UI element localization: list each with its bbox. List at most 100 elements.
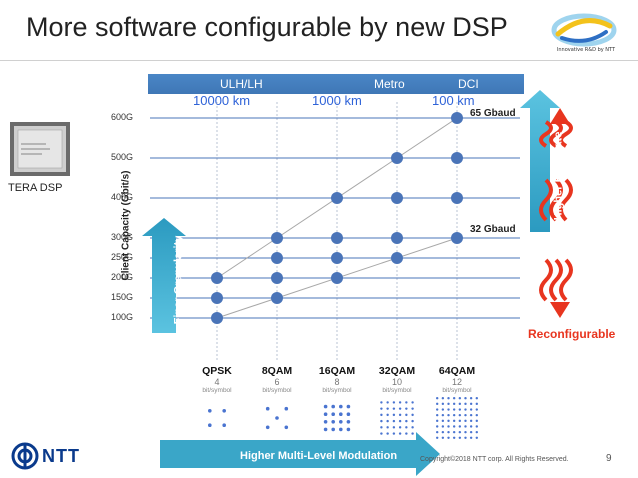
bits-per-symbol-unit: bit/symbol	[262, 387, 292, 394]
data-point	[331, 192, 343, 204]
constellation-point	[469, 425, 473, 428]
constellation-point	[458, 413, 462, 417]
constellation-point	[405, 419, 408, 423]
band-ulh: ULH/LH	[220, 77, 263, 91]
constellation-point	[469, 430, 473, 434]
constellation-point	[475, 430, 478, 434]
constellation-point	[411, 407, 414, 410]
annotation-65-gbaud: 65 Gbaud	[470, 108, 516, 119]
constellation-point	[436, 408, 439, 411]
data-point	[271, 272, 283, 284]
constellation-point	[469, 408, 473, 411]
data-point	[451, 152, 463, 164]
constellation-64qam	[436, 397, 478, 439]
constellation-point	[386, 407, 389, 410]
annotation-32-gbaud: 32 Gbaud	[470, 224, 516, 235]
y-tick-label: 400G	[110, 192, 134, 202]
finer-granularity-label: Finer Granularity	[172, 235, 185, 325]
ntt-brand-text: NTT	[42, 446, 80, 466]
distance-dci: 100 km	[432, 93, 475, 108]
page-number: 9	[606, 453, 612, 464]
data-point	[271, 252, 283, 264]
constellation-point	[441, 436, 445, 439]
constellation-point	[392, 432, 396, 435]
constellation-point	[398, 407, 402, 410]
bits-per-symbol-unit: bit/symbol	[442, 387, 472, 394]
constellation-point	[441, 397, 445, 400]
constellation-point	[323, 404, 328, 409]
y-tick-label: 150G	[110, 292, 134, 302]
bits-per-symbol-value: 8	[334, 377, 340, 387]
constellation-point	[447, 408, 450, 411]
constellation-point	[331, 427, 336, 432]
constellation-point	[411, 426, 414, 429]
constellation-point	[458, 425, 462, 428]
logo-text: Innovative R&D by NTT	[556, 47, 616, 53]
constellation-point	[441, 402, 445, 406]
data-point	[271, 232, 283, 244]
constellation-point	[265, 425, 270, 430]
distance-ulh: 10000 km	[193, 93, 251, 108]
constellation-point	[452, 419, 456, 423]
data-point	[391, 192, 403, 204]
constellation-point	[447, 436, 450, 439]
constellation-point	[436, 413, 439, 417]
trend-line	[216, 237, 458, 319]
x-tick-label: 64QAM	[438, 365, 476, 377]
constellation-point	[458, 402, 462, 406]
constellation-point	[469, 413, 473, 417]
bits-per-symbol-unit: bit/symbol	[322, 387, 352, 394]
constellation-point	[380, 426, 383, 429]
constellation-point	[452, 408, 456, 411]
constellation-point	[380, 432, 383, 435]
constellation-point	[436, 419, 439, 423]
constellation-point	[436, 436, 439, 439]
constellation-point	[405, 413, 408, 417]
constellation-point	[475, 425, 478, 428]
constellation-point	[323, 420, 328, 424]
constellation-point	[464, 425, 467, 428]
chip-label: TERA DSP	[8, 182, 63, 194]
constellation-point	[475, 408, 478, 411]
constellation-point	[386, 419, 389, 423]
copyright-footer: Copyright©2018 NTT corp. All Rights Rese…	[420, 456, 569, 463]
constellation-point	[441, 419, 445, 423]
constellation-16qam	[323, 404, 351, 432]
y-tick-label: 500G	[110, 152, 134, 162]
constellation-point	[339, 404, 343, 409]
bits-per-symbol-value: 10	[391, 377, 402, 387]
constellation-point	[386, 432, 389, 435]
constellation-point	[447, 419, 450, 423]
y-tick-label: 300G	[110, 232, 134, 242]
y-tick-label: 250G	[110, 252, 134, 262]
ntt-logo-icon	[11, 442, 39, 470]
y-tick-label: 100G	[110, 312, 134, 322]
x-tick-label: 8QAM	[261, 365, 293, 377]
constellation-point	[436, 425, 439, 428]
constellation-point	[469, 419, 473, 423]
data-point	[331, 272, 343, 284]
constellation-8qam	[265, 406, 289, 430]
innovative-logo-icon	[551, 13, 617, 47]
constellation-point	[458, 419, 462, 423]
constellation-point	[436, 402, 439, 406]
constellation-32qam	[380, 401, 414, 435]
constellation-point	[441, 413, 445, 417]
constellation-point	[405, 407, 408, 410]
constellation-point	[436, 397, 439, 400]
constellation-point	[464, 402, 467, 406]
constellation-point	[386, 401, 389, 404]
data-point	[451, 232, 463, 244]
constellation-point	[346, 412, 351, 417]
data-point	[211, 292, 223, 304]
constellation-point	[346, 420, 351, 424]
constellation-point	[339, 412, 343, 417]
constellation-point	[331, 420, 336, 424]
constellation-point	[452, 436, 456, 439]
constellation-point	[380, 407, 383, 410]
constellation-point	[475, 436, 478, 439]
tera-dsp-chip-image	[10, 122, 70, 176]
band-metro: Metro	[374, 77, 405, 91]
constellation-point	[452, 425, 456, 428]
constellation-point	[323, 412, 328, 417]
